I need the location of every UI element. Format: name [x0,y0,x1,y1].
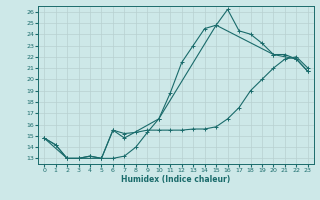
X-axis label: Humidex (Indice chaleur): Humidex (Indice chaleur) [121,175,231,184]
